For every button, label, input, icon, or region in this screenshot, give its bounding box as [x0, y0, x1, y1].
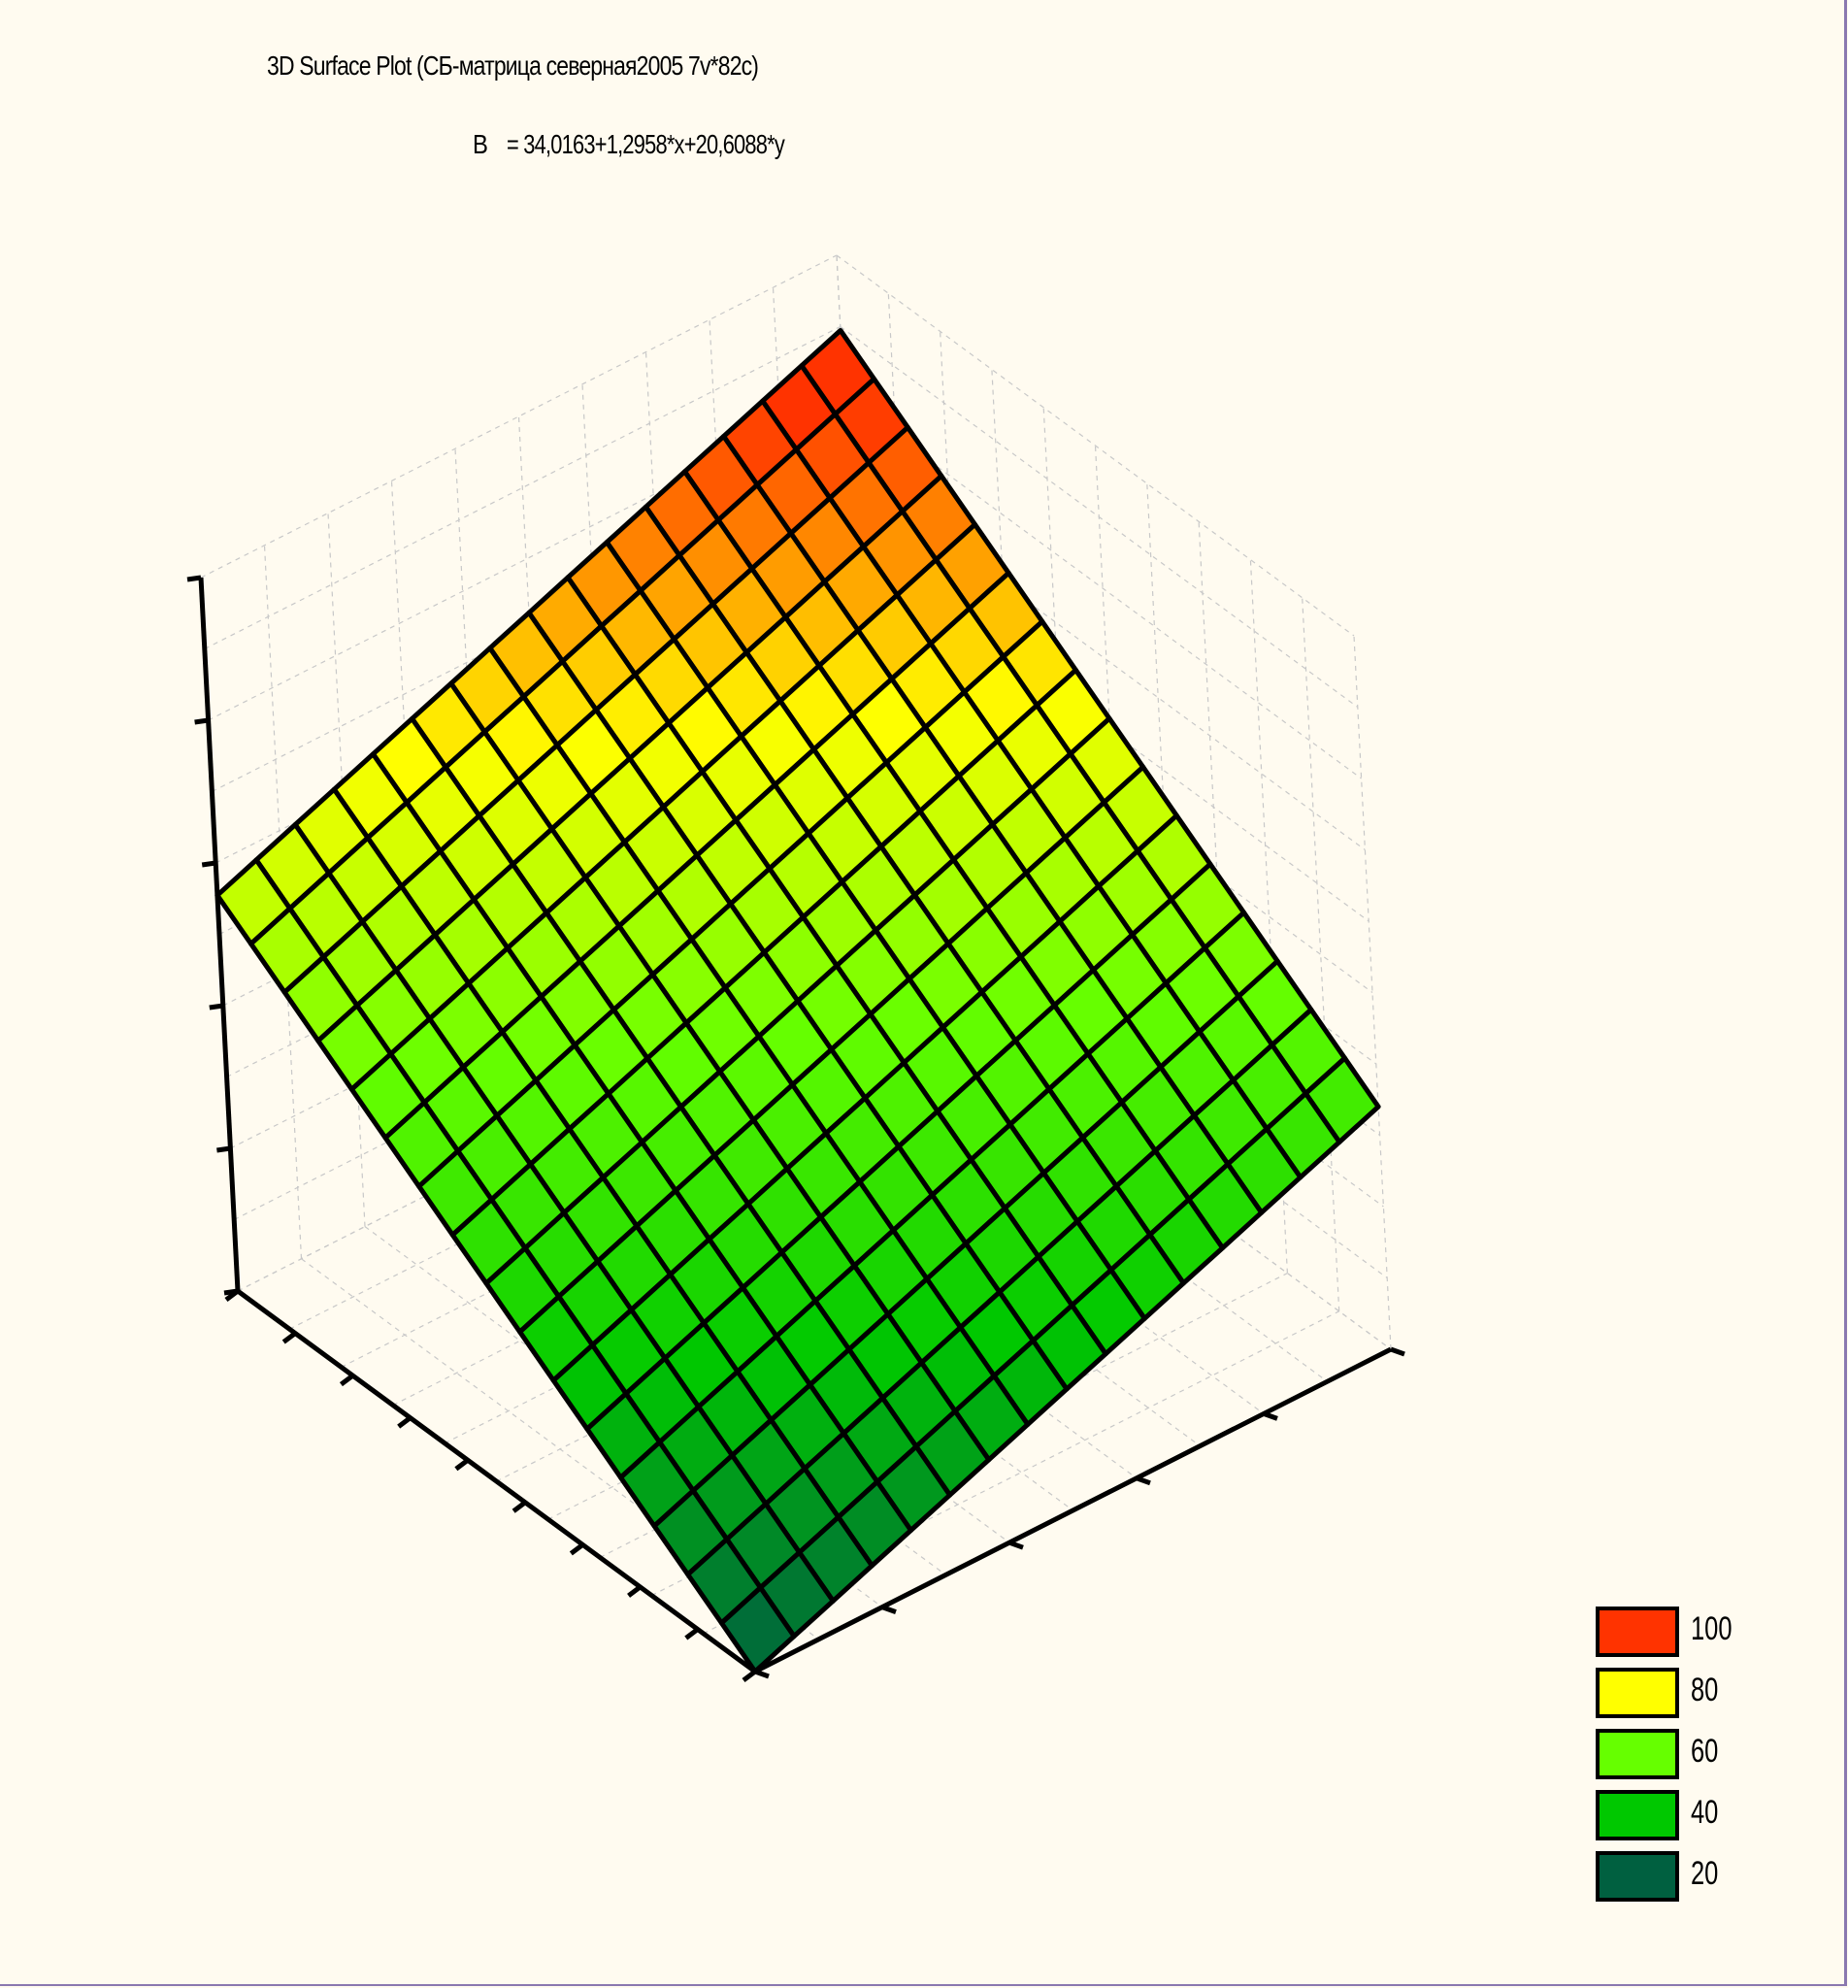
x-tick	[627, 1584, 643, 1598]
z-tick	[186, 575, 202, 582]
z-tick	[194, 717, 209, 725]
legend-swatch	[1596, 1729, 1679, 1779]
legend-swatch	[1596, 1607, 1679, 1657]
x-tick	[339, 1374, 354, 1387]
surface-cell	[718, 1585, 797, 1674]
grid-line	[200, 254, 838, 579]
equation-variable: B	[473, 129, 488, 159]
y-tick	[1136, 1475, 1151, 1486]
grid-line	[327, 513, 366, 1227]
grid-line	[1353, 635, 1392, 1350]
legend-label: 80	[1691, 1672, 1719, 1708]
x-tick	[569, 1542, 584, 1556]
legend-swatch	[1596, 1851, 1679, 1902]
z-tick	[201, 860, 216, 868]
z-axis-line	[198, 577, 241, 1292]
grid-line	[204, 325, 842, 650]
x-tick	[684, 1627, 700, 1640]
legend-label: 40	[1691, 1794, 1719, 1831]
grid-line	[263, 545, 303, 1259]
y-tick	[1263, 1411, 1278, 1421]
x-axis-line	[236, 1288, 757, 1674]
chart-title: 3D Surface Plot (СБ-матрица северная2005…	[267, 50, 759, 81]
z-tick	[209, 1003, 224, 1011]
legend-label: 60	[1691, 1733, 1719, 1770]
y-tick	[881, 1605, 897, 1614]
equation-formula: = 34,0163+1,2958*x+20,6088*y	[507, 129, 785, 159]
legend	[1596, 1607, 1679, 1902]
legend-label: 20	[1691, 1855, 1719, 1892]
legend-swatch	[1596, 1668, 1679, 1718]
surface	[214, 327, 1381, 1674]
axes	[186, 575, 1405, 1682]
x-tick	[281, 1331, 297, 1344]
grid-line	[836, 254, 1355, 637]
y-axis-line	[753, 1346, 1393, 1674]
x-tick	[224, 1289, 240, 1302]
x-tick	[454, 1458, 470, 1472]
grid-line	[1302, 597, 1340, 1311]
y-tick	[1008, 1540, 1024, 1550]
z-tick	[216, 1145, 231, 1153]
legend-label: 100	[1691, 1610, 1732, 1647]
grid-line	[840, 326, 1359, 708]
x-tick	[397, 1415, 412, 1429]
x-tick	[512, 1500, 527, 1513]
y-tick	[1390, 1346, 1405, 1357]
legend-swatch	[1596, 1790, 1679, 1840]
